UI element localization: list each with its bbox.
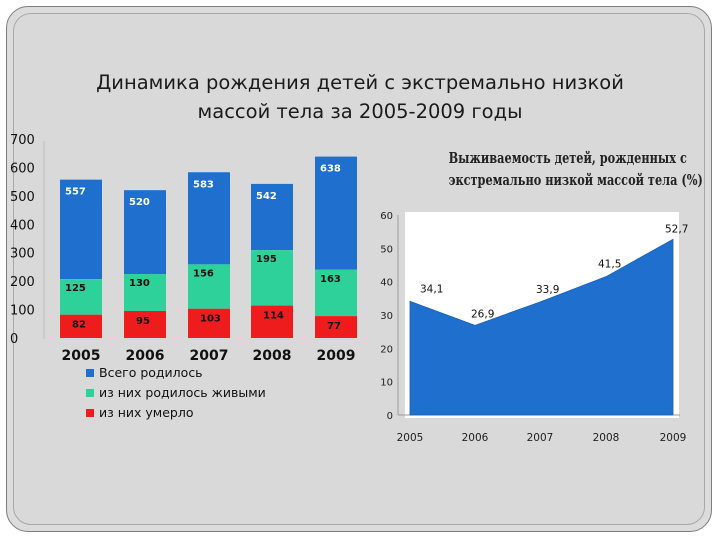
- area-x-tick-label: 2009: [660, 432, 687, 444]
- area-x-tick-label: 2007: [527, 432, 554, 444]
- area-series-fill: [409, 238, 674, 416]
- area-x-tick-label: 2006: [462, 432, 489, 444]
- area-y-tick-label: 60: [380, 211, 393, 222]
- area-y-tick-label: 30: [380, 311, 393, 322]
- area-y-tick-label: 10: [380, 378, 393, 389]
- bar-total-born: [60, 179, 102, 280]
- slide-title: Динамика рождения детей с экстремально н…: [40, 68, 680, 126]
- bar-total-label: 542: [256, 191, 277, 202]
- bar-x-tick-label: 2009: [317, 348, 356, 364]
- area-data-label: 52,7: [665, 223, 688, 235]
- bar-born-alive: [251, 250, 293, 306]
- bar-born-alive: [124, 274, 166, 311]
- area-x-tick-label: 2008: [593, 432, 620, 444]
- bar-died-label: 77: [327, 321, 341, 332]
- bar-died-label: 95: [136, 316, 150, 327]
- bar-alive-label: 130: [129, 278, 150, 289]
- bar-died: [188, 308, 230, 338]
- bar-died-label: 82: [72, 320, 86, 331]
- bar-born-alive: [188, 264, 230, 309]
- bar-born-alive: [60, 279, 102, 315]
- bar-alive-label: 195: [256, 254, 277, 265]
- bar-y-tick-label: 600: [10, 161, 35, 176]
- bar-total-born: [251, 183, 293, 251]
- bar-died: [60, 314, 102, 338]
- bar-died: [315, 316, 357, 338]
- bar-x-tick-label: 2007: [190, 348, 229, 364]
- area-y-tick-label: 40: [380, 278, 393, 289]
- bar-died: [251, 305, 293, 338]
- area-y-tick-label: 20: [380, 344, 393, 355]
- bar-total-born: [124, 190, 166, 275]
- legend-swatch: [86, 409, 94, 417]
- bar-died-label: 114: [263, 311, 284, 322]
- bar-alive-label: 163: [320, 274, 341, 285]
- bar-y-tick-label: 0: [10, 332, 18, 347]
- legend-swatch: [86, 369, 94, 377]
- bar-y-tick-label: 200: [10, 275, 35, 290]
- bar-x-tick-label: 2006: [126, 348, 165, 364]
- bar-total-label: 557: [65, 187, 86, 198]
- survival-chart-title-line-2: экстремально низкой массой тела (%): [448, 172, 703, 189]
- bar-y-tick-label: 400: [10, 218, 35, 233]
- bar-x-tick-label: 2008: [253, 348, 292, 364]
- bar-x-tick-label: 2005: [62, 348, 101, 364]
- area-data-label: 34,1: [420, 283, 443, 295]
- survival-chart-title: Выживаемость детей, рожденных с экстрема…: [448, 148, 703, 192]
- survival-chart-title-line-1: Выживаемость детей, рожденных с: [448, 150, 687, 167]
- bar-total-label: 638: [320, 164, 341, 175]
- bar-died-label: 103: [200, 314, 221, 325]
- legend-label: из них умерло: [99, 405, 194, 420]
- area-data-label: 26,9: [471, 308, 494, 320]
- bar-y-tick-label: 500: [10, 190, 35, 205]
- bar-total-born: [315, 156, 357, 270]
- bar-total-born: [188, 172, 230, 265]
- bar-died: [124, 310, 166, 338]
- bar-alive-label: 156: [193, 268, 214, 279]
- area-y-tick-label: 50: [380, 244, 393, 255]
- slide-title-line-1: Динамика рождения детей с экстремально н…: [96, 71, 624, 94]
- bar-y-tick-label: 100: [10, 304, 35, 319]
- bar-y-tick-label: 700: [10, 133, 35, 148]
- bar-alive-label: 125: [65, 283, 86, 294]
- area-data-label: 41,5: [598, 259, 621, 271]
- legend-label: из них родилось живыми: [99, 385, 266, 400]
- area-y-tick-label: 0: [387, 411, 393, 422]
- legend-swatch: [86, 389, 94, 397]
- slide-title-line-2: массой тела за 2005-2009 годы: [197, 100, 523, 123]
- bar-total-label: 520: [129, 197, 150, 208]
- area-x-tick-label: 2005: [397, 432, 424, 444]
- bar-y-tick-label: 300: [10, 247, 35, 262]
- bar-total-label: 583: [193, 179, 214, 190]
- bar-born-alive: [315, 269, 357, 317]
- legend-label: Всего родилось: [99, 365, 203, 380]
- area-data-label: 33,9: [536, 284, 559, 296]
